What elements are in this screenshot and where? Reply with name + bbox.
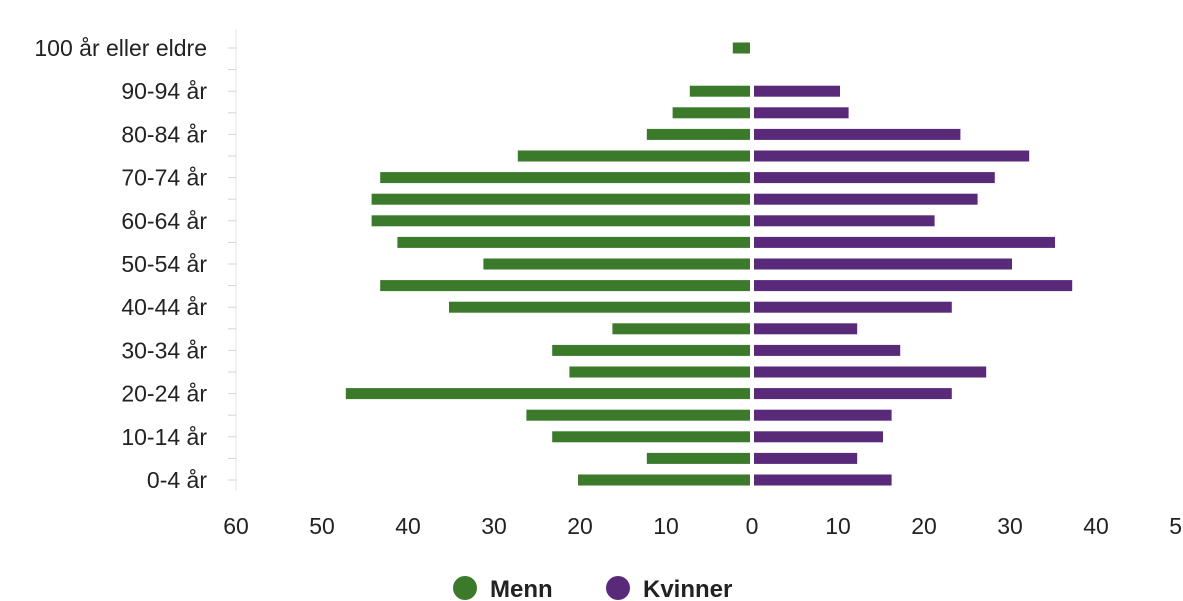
bar-kvinner-5-9-år xyxy=(754,452,858,464)
bar-kvinner-45-49-år xyxy=(754,280,1073,292)
x-axis-labels: 60 50 40 30 20 10 0 10 20 30 40 50 xyxy=(223,513,1183,539)
bar-menn-90-94-år xyxy=(689,85,750,97)
bar-kvinner-50-54-år xyxy=(754,258,1012,270)
x-tick-label: 20 xyxy=(911,513,937,539)
x-tick-label: 0 xyxy=(746,513,759,539)
series-kvinner-bars xyxy=(754,85,1073,486)
bar-kvinner-75-79-år xyxy=(754,150,1030,162)
x-tick-label: 20 xyxy=(567,513,593,539)
bar-kvinner-10-14-år xyxy=(754,431,883,443)
bar-menn-60-64-år xyxy=(371,215,750,227)
bar-menn-100-år-eller-eldre xyxy=(732,42,750,54)
x-tick-label: 60 xyxy=(223,513,249,539)
legend-label-kvinner: Kvinner xyxy=(643,576,732,601)
bar-kvinner-70-74-år xyxy=(754,172,995,184)
x-tick-label: 50 xyxy=(1169,513,1183,539)
bar-menn-45-49-år xyxy=(380,280,750,292)
bar-menn-15-19-år xyxy=(526,409,750,421)
y-tick-label: 90-94 år xyxy=(121,78,207,104)
bar-kvinner-60-64-år xyxy=(754,215,935,227)
legend: Menn Kvinner xyxy=(453,576,732,601)
series-menn-bars xyxy=(345,42,750,486)
y-tick-label: 80-84 år xyxy=(121,121,207,147)
bar-kvinner-25-29-år xyxy=(754,366,987,378)
y-tick-label: 20-24 år xyxy=(121,381,207,407)
y-tick-label: 10-14 år xyxy=(121,424,207,450)
bar-kvinner-40-44-år xyxy=(754,301,952,313)
y-tick-label: 30-34 år xyxy=(121,337,207,363)
x-tick-label: 40 xyxy=(1083,513,1109,539)
bar-menn-55-59-år xyxy=(397,236,750,248)
bar-menn-80-84-år xyxy=(646,128,750,140)
bar-menn-65-69-år xyxy=(371,193,750,205)
x-tick-label: 10 xyxy=(653,513,679,539)
bar-kvinner-65-69-år xyxy=(754,193,978,205)
y-axis-labels: 0-4 år 10-14 år 20-24 år 30-34 år 40-44 år 50… xyxy=(34,35,207,493)
bar-kvinner-55-59-år xyxy=(754,236,1055,248)
legend-marker-menn xyxy=(453,576,477,600)
bar-kvinner-20-24-år xyxy=(754,388,952,400)
legend-marker-kvinner xyxy=(606,576,630,600)
bar-menn-50-54-år xyxy=(483,258,750,270)
y-tick-label: 0-4 år xyxy=(147,467,207,493)
bar-menn-70-74-år xyxy=(380,172,750,184)
x-tick-label: 40 xyxy=(395,513,421,539)
y-tick-label: 60-64 år xyxy=(121,208,207,234)
bar-menn-30-34-år xyxy=(552,344,750,356)
bar-menn-35-39-år xyxy=(612,323,750,335)
axis-layer xyxy=(228,30,237,490)
y-tick-label: 100 år eller eldre xyxy=(34,35,207,61)
x-tick-label: 50 xyxy=(309,513,335,539)
bar-menn-5-9-år xyxy=(646,452,750,464)
bar-menn-40-44-år xyxy=(449,301,750,313)
y-tick-label: 40-44 år xyxy=(121,294,207,320)
legend-label-menn: Menn xyxy=(490,576,553,601)
bar-kvinner-15-19-år xyxy=(754,409,892,421)
bar-menn-20-24-år xyxy=(345,388,750,400)
x-tick-label: 10 xyxy=(825,513,851,539)
bar-kvinner-0-4-år xyxy=(754,474,892,486)
bar-menn-75-79-år xyxy=(517,150,750,162)
x-tick-label: 30 xyxy=(481,513,507,539)
bar-kvinner-30-34-år xyxy=(754,344,901,356)
bar-menn-0-4-år xyxy=(578,474,750,486)
x-tick-label: 30 xyxy=(997,513,1023,539)
bar-menn-10-14-år xyxy=(552,431,750,443)
y-tick-label: 70-74 år xyxy=(121,165,207,191)
bar-kvinner-85-89-år xyxy=(754,107,849,119)
bar-kvinner-90-94-år xyxy=(754,85,840,97)
bar-kvinner-35-39-år xyxy=(754,323,858,335)
bar-menn-25-29-år xyxy=(569,366,750,378)
bar-kvinner-80-84-år xyxy=(754,128,961,140)
bar-menn-85-89-år xyxy=(672,107,750,119)
y-tick-label: 50-54 år xyxy=(121,251,207,277)
